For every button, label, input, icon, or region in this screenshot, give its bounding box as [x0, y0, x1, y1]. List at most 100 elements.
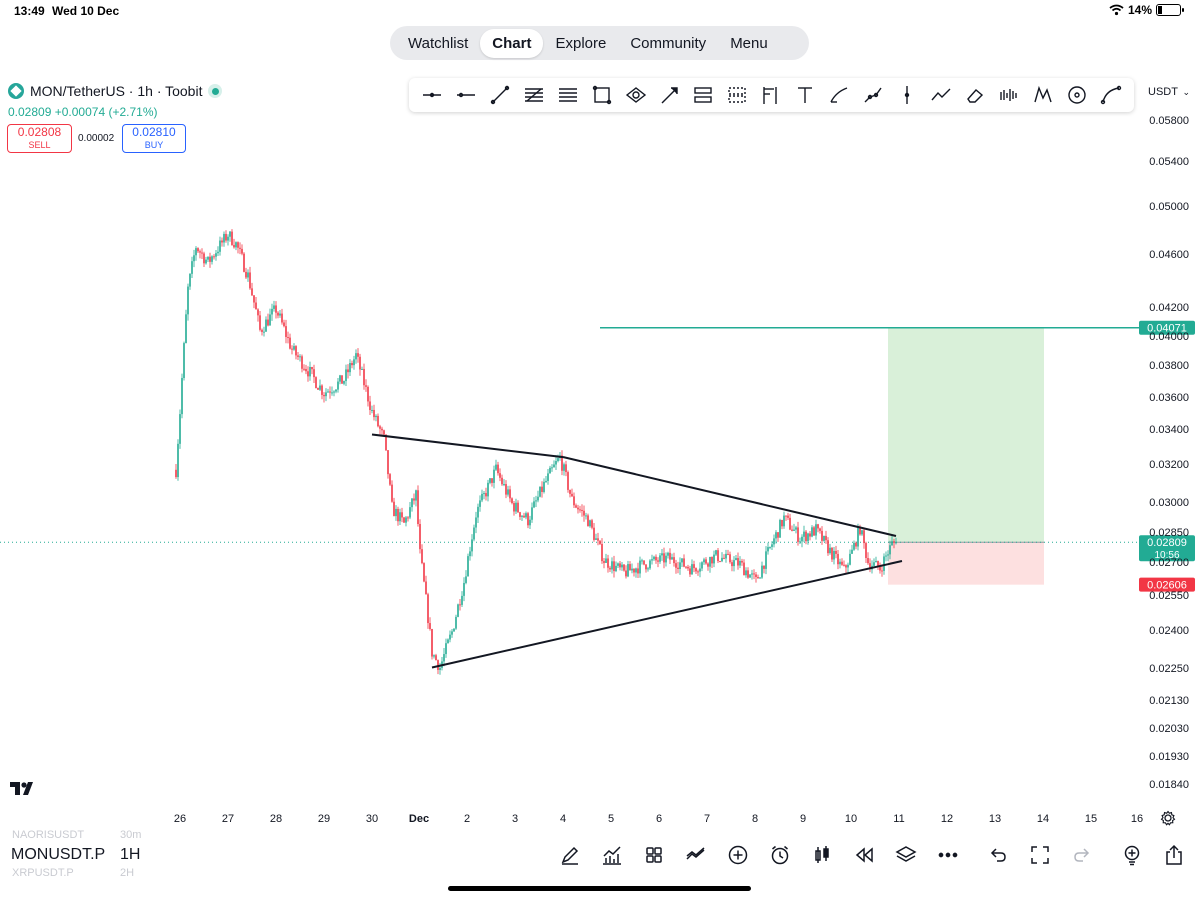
interval-selector[interactable]: 1H [120, 846, 141, 863]
more-icon[interactable] [935, 842, 961, 868]
trend-line-icon[interactable] [487, 82, 513, 108]
sell-label: SELL [28, 140, 51, 150]
candle-body [795, 527, 797, 530]
layout-icon[interactable] [641, 842, 667, 868]
dot-line-icon[interactable] [419, 82, 445, 108]
candle-body [641, 560, 643, 562]
horizontal-line-icon[interactable] [453, 82, 479, 108]
undo-icon[interactable] [985, 842, 1011, 868]
pitchfork-icon[interactable] [724, 82, 750, 108]
candle-body [885, 555, 887, 557]
eraser-icon[interactable] [962, 82, 988, 108]
candle-body [301, 356, 303, 369]
candle-body [543, 481, 545, 492]
watchlist-prev-symbol[interactable]: NAORISUSDT [12, 829, 85, 841]
candle-body [581, 509, 583, 511]
candle-body [321, 385, 323, 395]
status-date: Wed 10 Dec [52, 4, 120, 18]
candle-body [357, 353, 359, 357]
candle-body [845, 565, 847, 568]
candle-body [307, 371, 309, 377]
candle-body [407, 517, 409, 519]
candle-body [371, 409, 373, 411]
candle-body [189, 273, 191, 287]
compare-icon[interactable] [683, 842, 709, 868]
candle-body [233, 244, 235, 248]
symbol-title[interactable]: MON/TetherUS · 1h · Toobit [30, 83, 203, 99]
candle-body [813, 527, 815, 536]
arrow-icon[interactable] [657, 82, 683, 108]
price-tick-label: 0.02250 [1149, 663, 1189, 675]
candle-body [659, 555, 661, 562]
candle-body [497, 464, 499, 474]
fib-icon[interactable] [521, 82, 547, 108]
currency-select[interactable]: USDT ⌄ [1143, 81, 1195, 103]
candle-body [709, 556, 711, 567]
alert-icon[interactable] [767, 842, 793, 868]
curve-icon[interactable] [1098, 82, 1124, 108]
draw-icon[interactable] [557, 842, 583, 868]
add-icon[interactable] [725, 842, 751, 868]
candle-body [663, 553, 665, 563]
candle-body [421, 549, 423, 564]
redo-icon[interactable] [1069, 842, 1095, 868]
candle-body [681, 558, 683, 563]
candle-body [545, 480, 547, 482]
watchlist-next-interval: 2H [120, 867, 135, 879]
candle-body [637, 568, 639, 574]
candle-body [499, 473, 501, 478]
rectangle-icon[interactable] [589, 82, 615, 108]
circle-icon[interactable] [1064, 82, 1090, 108]
candle-body [593, 527, 595, 540]
vertical-line-icon[interactable] [894, 82, 920, 108]
indicators-icon[interactable] [599, 842, 625, 868]
pattern-icon[interactable] [996, 82, 1022, 108]
candle-body [823, 535, 825, 541]
candles-icon[interactable] [809, 842, 835, 868]
xabcd-icon[interactable] [1030, 82, 1056, 108]
fullscreen-icon[interactable] [1027, 842, 1053, 868]
candle-body [891, 541, 893, 546]
price-tick-label: 0.04600 [1149, 249, 1189, 261]
flag-icon[interactable] [758, 82, 784, 108]
brush-icon[interactable] [826, 82, 852, 108]
path-icon[interactable] [860, 82, 886, 108]
candle-body [427, 594, 429, 624]
tab-explore[interactable]: Explore [555, 34, 607, 52]
watchlist-next-symbol[interactable]: XRPUSDT.P [12, 867, 74, 879]
candle-body [837, 553, 839, 565]
candle-body [281, 313, 283, 323]
price-tag-value: 0.02809 [1147, 537, 1187, 549]
replay-icon[interactable] [851, 842, 877, 868]
candle-body [599, 540, 601, 544]
candle-body [817, 524, 819, 529]
candle-body [651, 559, 653, 561]
symbol-selector[interactable]: MONUSDT.P [11, 846, 106, 863]
candle-body [561, 455, 563, 471]
candle-body [585, 515, 587, 517]
price-tag-last-price [1139, 535, 1195, 562]
home-indicator[interactable] [448, 886, 751, 891]
text-icon[interactable] [792, 82, 818, 108]
ellipse-icon[interactable] [623, 82, 649, 108]
gear-icon[interactable] [1160, 810, 1176, 831]
candle-body [177, 443, 179, 478]
candle-body [607, 558, 609, 568]
sell-button[interactable]: 0.02808 SELL [7, 124, 72, 153]
candle-body [569, 489, 571, 494]
projection-icon[interactable] [928, 82, 954, 108]
add-alert-icon[interactable] [1119, 842, 1145, 868]
gann-icon[interactable] [690, 82, 716, 108]
share-icon[interactable] [1161, 842, 1187, 868]
tab-watchlist[interactable]: Watchlist [408, 34, 469, 52]
layers-icon[interactable] [893, 842, 919, 868]
candle-body [683, 558, 685, 567]
parallel-channel-icon[interactable] [555, 82, 581, 108]
candle-body [855, 542, 857, 547]
buy-button[interactable]: 0.02810 BUY [122, 124, 186, 153]
tab-chart[interactable]: Chart [480, 28, 544, 58]
candle-body [749, 574, 751, 578]
tab-community[interactable]: Community [630, 34, 707, 52]
tab-menu[interactable]: Menu [730, 34, 768, 52]
